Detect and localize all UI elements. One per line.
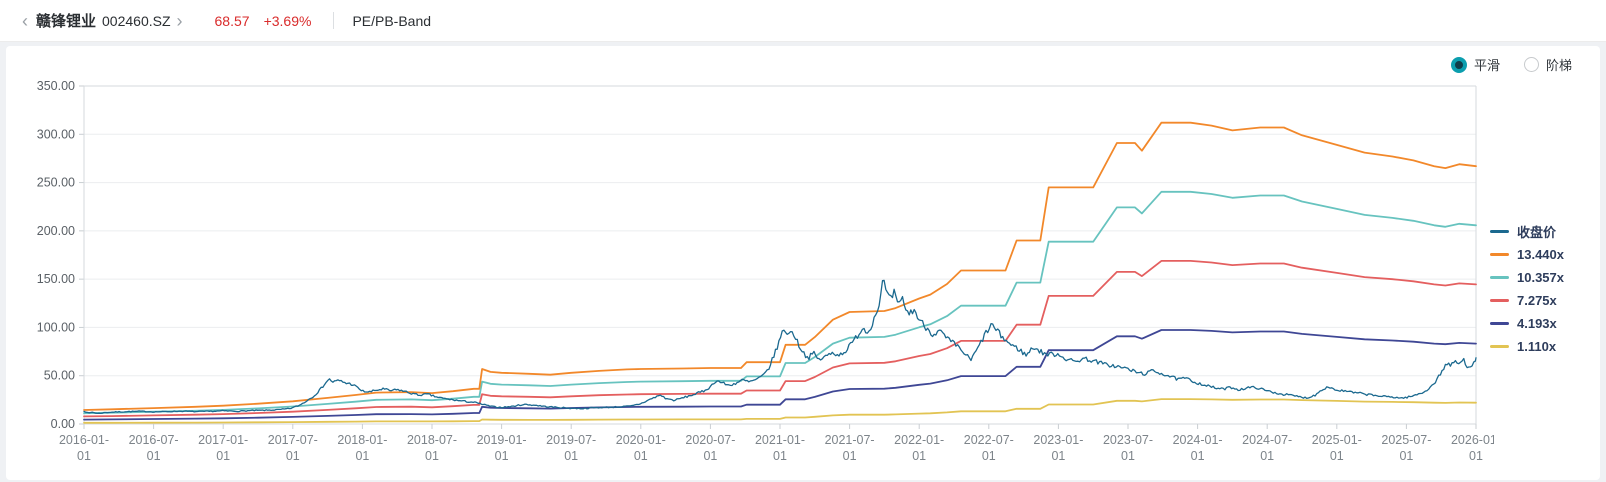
x-tick-label: 2019-01- [477,433,527,447]
smooth-step-radio-group: 平滑 阶梯 [1450,55,1572,74]
y-tick-label: 300.00 [37,127,75,141]
forward-chevron-icon[interactable]: › [176,10,183,31]
mode-radio-smooth[interactable]: 平滑 [1450,55,1500,74]
x-tick-label: 01 [1121,449,1135,463]
x-tick-label: 2021-07- [825,433,875,447]
legend-swatch-icon [1490,229,1509,233]
x-tick-label: 01 [286,449,300,463]
x-tick-label: 2024-07- [1242,433,1292,447]
x-tick-label: 2023-01- [1033,433,1083,447]
x-tick-label: 2021-01- [755,433,805,447]
legend-label: 10.357x [1517,269,1564,285]
legend-label: 7.275x [1517,292,1557,308]
stock-header-bar: ‹ 赣锋锂业 002460.SZ › 68.57 +3.69% PE/PB-Ba… [0,0,1606,42]
x-tick-label: 2022-01- [894,433,944,447]
band-line-10.357x[interactable] [83,190,1477,415]
stock-change-percent: +3.69% [263,12,312,29]
legend-swatch-icon [1490,321,1509,325]
legend-item-1.110x[interactable]: 1.110x [1490,337,1564,355]
legend-item-收盘价[interactable]: 收盘价 [1490,222,1564,240]
header-divider [333,12,335,29]
mode-radio-label: 阶梯 [1545,58,1572,73]
legend-swatch-icon [1490,298,1509,302]
x-tick-label: 01 [77,449,91,463]
x-tick-label: 2023-07- [1103,433,1153,447]
close-price-line[interactable] [83,279,1477,415]
x-tick-label: 01 [843,449,857,463]
y-tick-label: 200.00 [37,224,75,238]
x-tick-label: 01 [703,449,717,463]
band-line-1.110x[interactable] [83,398,1477,424]
legend-item-4.193x[interactable]: 4.193x [1490,314,1564,332]
legend-item-10.357x[interactable]: 10.357x [1490,268,1564,286]
x-tick-label: 01 [982,449,996,463]
x-tick-label: 2019-07- [546,433,596,447]
y-tick-label: 150.00 [37,272,75,286]
radio-selected-icon[interactable] [1450,56,1467,73]
y-tick-label: 100.00 [37,320,75,334]
x-tick-label: 01 [216,449,230,463]
legend-label: 4.193x [1517,315,1557,331]
x-tick-label: 2016-01- [59,433,109,447]
x-tick-label: 01 [1051,449,1065,463]
x-tick-label: 01 [773,449,787,463]
legend-label: 13.440x [1517,246,1564,262]
y-tick-label: 350.00 [37,79,75,93]
x-tick-label: 2026-01- [1451,433,1494,447]
stock-name: 赣锋锂业 [36,13,97,30]
x-tick-label: 2025-07- [1381,433,1431,447]
x-tick-label: 01 [634,449,648,463]
legend-swatch-icon [1490,344,1509,348]
stock-price: 68.57 [214,12,250,29]
x-tick-label: 01 [425,449,439,463]
x-tick-label: 2016-07- [129,433,179,447]
legend-swatch-icon [1490,275,1509,279]
band-line-4.193x[interactable] [83,329,1477,421]
x-tick-label: 2017-01- [198,433,248,447]
x-tick-label: 01 [564,449,578,463]
x-tick-label: 01 [147,449,161,463]
x-tick-label: 2020-01- [616,433,666,447]
y-tick-label: 50.00 [44,369,75,383]
legend-item-7.275x[interactable]: 7.275x [1490,291,1564,309]
x-tick-label: 2022-07- [964,433,1014,447]
back-chevron-icon[interactable]: ‹ [22,10,28,31]
x-tick-label: 01 [495,449,509,463]
x-tick-label: 2020-07- [685,433,735,447]
x-tick-label: 01 [355,449,369,463]
mode-radio-label: 平滑 [1473,58,1500,73]
y-tick-label: 0.00 [51,417,75,431]
grid [84,85,1476,425]
x-tick-label: 01 [1399,449,1413,463]
legend-swatch-icon [1490,252,1509,256]
band-line-7.275x[interactable] [83,260,1477,418]
x-tick-label: 01 [1469,449,1483,463]
x-tick-label: 2018-01- [337,433,387,447]
pepb-band-chart[interactable]: 0.00 50.00 100.00 150.00 200.00 250.00 300.00 3… [16,72,1494,478]
band-line-13.440x[interactable] [83,121,1477,411]
legend-item-13.440x[interactable]: 13.440x [1490,245,1564,263]
view-title: PE/PB-Band [352,12,432,29]
stock-code: 002460.SZ [102,12,171,29]
x-tick-label: 2024-01- [1173,433,1223,447]
y-tick-label: 250.00 [37,176,75,190]
x-tick-label: 01 [1191,449,1205,463]
chart-legend: 收盘价 13.440x 10.357x 7.275x 4.193x 1.110x [1490,222,1564,355]
x-tick-label: 2025-01- [1312,433,1362,447]
legend-label: 1.110x [1517,338,1557,354]
x-tick-label: 01 [1260,449,1274,463]
radio-unselected-icon[interactable] [1523,57,1539,72]
chart-card: 平滑 阶梯 0.00 50.00 100.00 150.00 200.00 250.00 30… [6,46,1600,480]
x-tick-label: 2017-07- [268,433,318,447]
x-tick-label: 01 [912,449,926,463]
legend-label: 收盘价 [1517,224,1557,240]
mode-radio-step[interactable]: 阶梯 [1523,55,1572,74]
x-tick-label: 01 [1330,449,1344,463]
x-tick-label: 2018-07- [407,433,457,447]
